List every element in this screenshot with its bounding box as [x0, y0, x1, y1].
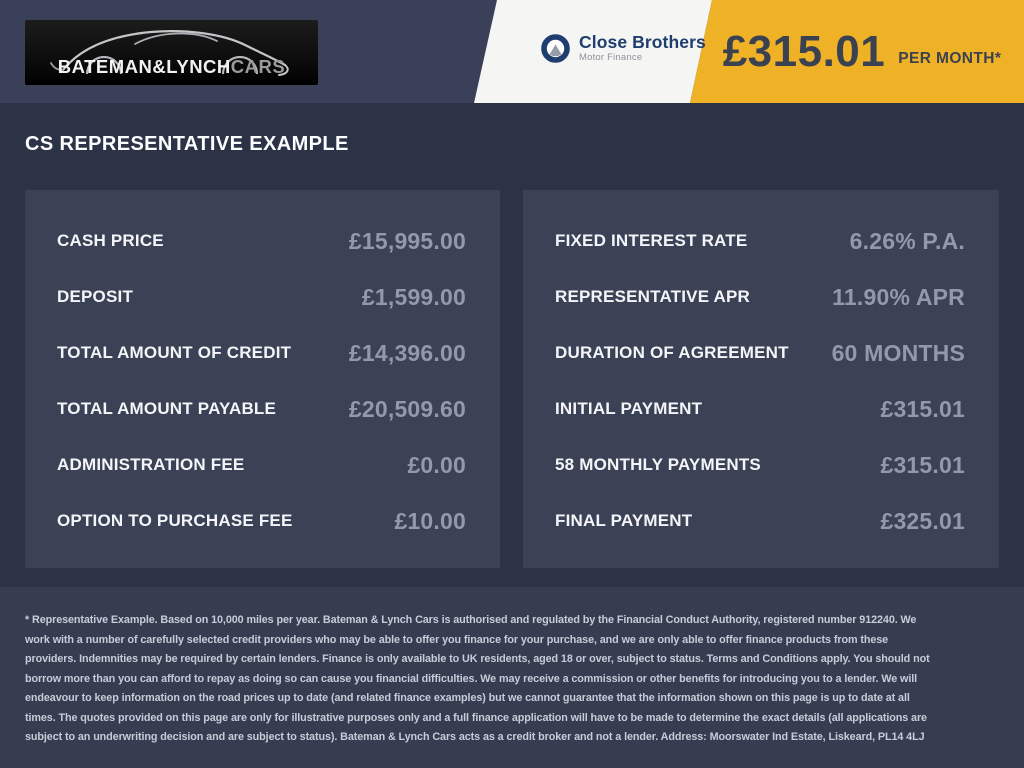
row-value: £325.01 — [880, 507, 965, 534]
table-row: REPRESENTATIVE APR 11.90% APR — [555, 269, 965, 325]
table-row: OPTION TO PURCHASE FEE £10.00 — [57, 493, 466, 549]
table-row: INITIAL PAYMENT £315.01 — [555, 381, 965, 437]
table-row: TOTAL AMOUNT PAYABLE £20,509.60 — [57, 381, 466, 437]
monthly-price-per-label: PER MONTH* — [898, 49, 1002, 67]
row-value: £0.00 — [407, 451, 466, 478]
row-value: £15,995.00 — [348, 227, 466, 254]
table-row: ADMINISTRATION FEE £0.00 — [57, 437, 466, 493]
table-row: FINAL PAYMENT £325.01 — [555, 493, 965, 549]
row-value: £10.00 — [394, 507, 466, 534]
finance-panel-right: FIXED INTEREST RATE 6.26% P.A. REPRESENT… — [523, 190, 999, 568]
table-row: CASH PRICE £15,995.00 — [57, 213, 466, 269]
row-label: DURATION OF AGREEMENT — [555, 343, 789, 362]
row-value: 6.26% P.A. — [849, 227, 965, 254]
row-label: FINAL PAYMENT — [555, 511, 693, 530]
disclaimer-section: * Representative Example. Based on 10,00… — [0, 587, 1024, 768]
row-label: INITIAL PAYMENT — [555, 399, 703, 418]
lender-name: Close Brothers — [579, 32, 706, 52]
disclaimer-text: * Representative Example. Based on 10,00… — [25, 614, 930, 743]
row-label: TOTAL AMOUNT OF CREDIT — [57, 343, 292, 362]
row-label: DEPOSIT — [57, 287, 134, 306]
dealer-name-secondary: CARS — [230, 56, 286, 77]
page-title: CS REPRESENTATIVE EXAMPLE — [25, 133, 349, 155]
lender-band — [474, 0, 712, 103]
row-value: £20,509.60 — [348, 395, 466, 422]
row-label: OPTION TO PURCHASE FEE — [57, 511, 293, 530]
dealer-name-primary: BATEMAN&LYNCH — [57, 56, 231, 77]
row-value: £14,396.00 — [348, 339, 466, 366]
finance-panel-left: CASH PRICE £15,995.00 DEPOSIT £1,599.00 … — [25, 190, 500, 568]
row-label: 58 MONTHLY PAYMENTS — [555, 455, 761, 474]
monthly-price: £315.01 PER MONTH* — [712, 0, 1012, 103]
row-label: CASH PRICE — [57, 231, 164, 250]
table-row: DURATION OF AGREEMENT 60 MONTHS — [555, 325, 965, 381]
row-value: 11.90% APR — [832, 283, 965, 310]
table-row: FIXED INTEREST RATE 6.26% P.A. — [555, 213, 965, 269]
dealer-logo: BATEMAN&LYNCHCARS — [25, 20, 318, 85]
monthly-price-amount: £315.01 — [722, 26, 886, 76]
table-row: DEPOSIT £1,599.00 — [57, 269, 466, 325]
lender-logo: Close Brothers Motor Finance — [540, 33, 706, 69]
row-label: ADMINISTRATION FEE — [57, 455, 245, 474]
row-value: £1,599.00 — [361, 283, 466, 310]
row-value: 60 MONTHS — [831, 339, 965, 366]
dealer-name: BATEMAN&LYNCHCARS — [25, 56, 318, 78]
row-value: £315.01 — [880, 451, 965, 478]
close-brothers-ring-icon — [540, 33, 571, 69]
row-label: FIXED INTEREST RATE — [555, 231, 748, 250]
row-label: TOTAL AMOUNT PAYABLE — [57, 399, 277, 418]
table-row: 58 MONTHLY PAYMENTS £315.01 — [555, 437, 965, 493]
row-value: £315.01 — [880, 395, 965, 422]
table-row: TOTAL AMOUNT OF CREDIT £14,396.00 — [57, 325, 466, 381]
row-label: REPRESENTATIVE APR — [555, 287, 751, 306]
header: BATEMAN&LYNCHCARS Close Brothers Motor F… — [0, 0, 1024, 103]
lender-subtitle: Motor Finance — [579, 52, 643, 63]
price-band — [690, 0, 1024, 103]
